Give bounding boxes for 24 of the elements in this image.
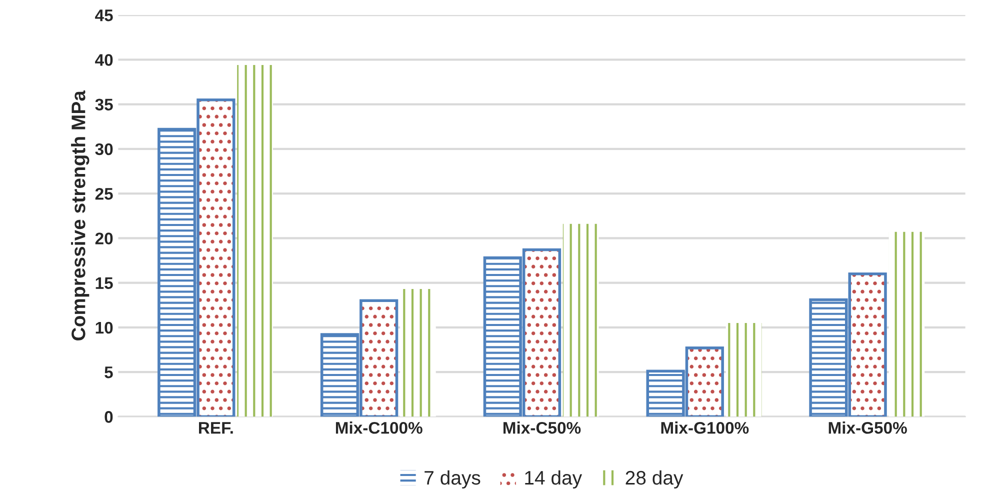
y-tick-label: 40: [95, 54, 113, 66]
bar: [562, 224, 599, 417]
x-tick-label: REF.: [199, 422, 233, 434]
bar: [237, 65, 273, 417]
legend-label: 14 day: [525, 470, 582, 489]
y-tick-label: 35: [95, 98, 113, 111]
x-tick-label: Mix-C50%: [504, 422, 581, 434]
y-tick-label: 15: [96, 277, 113, 289]
y-tick-label: 25: [95, 188, 113, 200]
x-tick-label: Mix-C100%: [336, 422, 422, 434]
y-tick-label: 0: [104, 411, 113, 423]
y-tick-label: 45: [95, 10, 113, 22]
bar: [888, 232, 925, 417]
x-tick-label: Mix-G50%: [828, 422, 907, 434]
y-tick-label: 20: [95, 232, 113, 244]
y-axis-title: Compressive strength MPa: [71, 90, 90, 340]
legend-label: 7 days: [424, 470, 480, 489]
y-tick-label: 30: [95, 143, 113, 156]
legend-label: 28 day: [626, 470, 684, 489]
bar: [400, 289, 436, 417]
bar: [726, 322, 762, 417]
y-tick-label: 10: [96, 322, 113, 334]
x-tick-label: Mix-G100%: [661, 422, 749, 434]
y-tick-label: 5: [104, 366, 113, 378]
